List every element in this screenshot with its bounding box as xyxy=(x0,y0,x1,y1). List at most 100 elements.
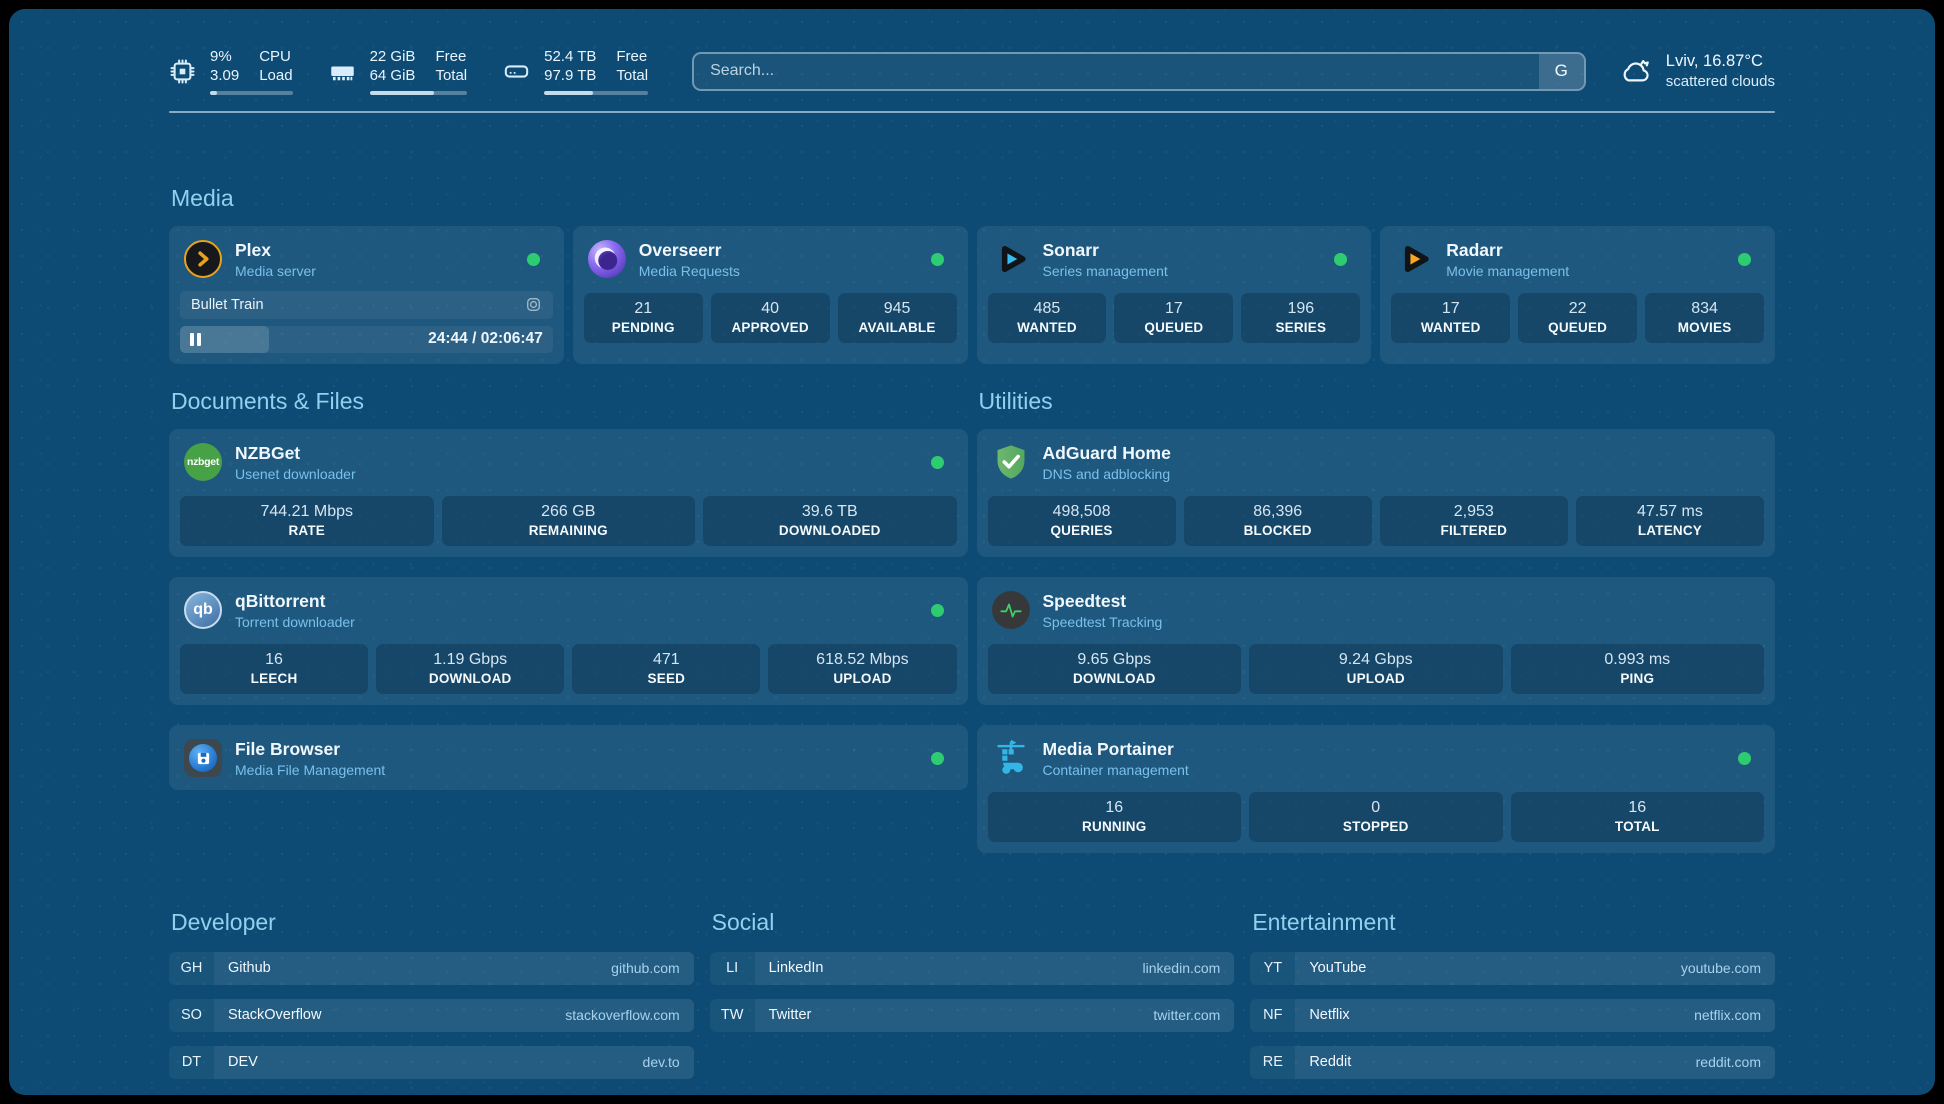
bookmark-linkedin[interactable]: LI LinkedIn linkedin.com xyxy=(709,951,1235,985)
resource-widget-disk: 52.4 TB 97.9 TB Free Total xyxy=(503,47,649,95)
bookmark-dev[interactable]: DT DEV dev.to xyxy=(169,1045,694,1079)
stat-tile: 16 TOTAL xyxy=(1510,791,1764,842)
status-dot xyxy=(930,455,944,469)
bookmark-abbr: SO xyxy=(169,998,214,1032)
stat-tile: 16 RUNNING xyxy=(987,791,1241,842)
stat-label: UPLOAD xyxy=(1346,670,1405,686)
bookmark-github[interactable]: GH Github github.com xyxy=(169,951,694,985)
stat-label: APPROVED xyxy=(731,319,809,335)
bookmark-url: youtube.com xyxy=(1680,960,1761,977)
playback-progress-bar: 24:44 / 02:06:47 xyxy=(180,325,553,353)
app-card-filebrowser[interactable]: File Browser Media File Management xyxy=(169,724,968,790)
stat-tile: 47.57 ms LATENCY xyxy=(1575,495,1764,546)
status-dot xyxy=(1738,252,1751,266)
app-card-adguard[interactable]: AdGuard Home DNS and adblocking 498,508 … xyxy=(976,428,1775,557)
filebrowser-icon xyxy=(184,739,222,778)
card-header: Radarr Movie management xyxy=(1391,237,1764,280)
app-card-portainer[interactable]: Media Portainer Container management 16 … xyxy=(976,724,1775,853)
bookmark-twitter[interactable]: TW Twitter twitter.com xyxy=(709,998,1235,1032)
section-title-entertainment: Entertainment xyxy=(1252,908,1396,935)
stat-tile: 2,953 FILTERED xyxy=(1379,495,1568,546)
stat-value: 9.24 Gbps xyxy=(1338,650,1413,668)
bookmark-reddit[interactable]: RE Reddit reddit.com xyxy=(1250,1045,1775,1079)
stat-value: 16 xyxy=(1628,798,1647,816)
radarr-icon xyxy=(1395,240,1433,278)
stat-tile: 945 AVAILABLE xyxy=(837,292,957,343)
stat-value: 2,953 xyxy=(1453,502,1494,520)
nzbget-icon: nzbget xyxy=(184,443,222,482)
cpu-load-label: Load xyxy=(259,67,293,84)
bookmark-youtube[interactable]: YT YouTube youtube.com xyxy=(1250,951,1775,985)
bookmark-abbr: GH xyxy=(169,951,214,985)
cloud-icon xyxy=(1618,53,1653,88)
stat-tile: 1.19 Gbps DOWNLOAD xyxy=(376,643,565,694)
bookmark-group-social: Social LI LinkedIn linkedin.com TW Twitt… xyxy=(709,909,1235,1093)
top-bar: 9% 3.09 CPU Load xyxy=(169,47,1775,95)
stat-label: QUEUED xyxy=(1144,319,1204,335)
search-provider-button[interactable]: G xyxy=(1538,53,1584,89)
app-card-plex[interactable]: Plex Media server Bullet Train xyxy=(169,226,564,364)
now-playing-options-icon[interactable] xyxy=(525,296,542,313)
bookmark-abbr: YT xyxy=(1250,951,1296,985)
stat-value: 945 xyxy=(883,299,911,317)
app-subtitle: Series management xyxy=(1042,262,1168,279)
stat-label: RUNNING xyxy=(1082,818,1147,834)
stat-value: 16 xyxy=(1105,798,1124,816)
status-dot xyxy=(1334,252,1348,266)
card-header: Media Portainer Container management xyxy=(988,736,1765,779)
bookmark-group-entertainment: Entertainment YT YouTube youtube.com NF … xyxy=(1250,909,1775,1093)
cpu-load-value: 3.09 xyxy=(210,67,240,84)
app-title: AdGuard Home xyxy=(1042,442,1171,463)
disk-total-label: Total xyxy=(616,67,649,84)
status-dot xyxy=(1738,751,1751,765)
app-subtitle: Usenet downloader xyxy=(235,465,356,482)
weather-location-temp: Lviv, 16.87°C xyxy=(1665,51,1763,70)
app-card-speedtest[interactable]: Speedtest Speedtest Tracking 9.65 Gbps D… xyxy=(976,576,1775,705)
nzbget-icon-text: nzbget xyxy=(186,456,220,469)
search-input[interactable] xyxy=(694,53,1539,89)
app-title: qBittorrent xyxy=(235,590,326,611)
stat-tile: 834 MOVIES xyxy=(1645,292,1765,343)
app-subtitle: Media Requests xyxy=(638,262,740,279)
stat-tile: 86,396 BLOCKED xyxy=(1183,495,1372,546)
memory-total-value: 64 GiB xyxy=(369,67,416,84)
stat-tile: 39.6 TB DOWNLOADED xyxy=(703,495,957,546)
app-subtitle: Container management xyxy=(1042,761,1189,778)
stat-label: REMAINING xyxy=(528,522,608,538)
stat-tile: 0.993 ms PING xyxy=(1510,643,1764,694)
section-title-utilities: Utilities xyxy=(978,387,1053,414)
now-playing-row: Bullet Train xyxy=(180,290,553,319)
stat-tile: 9.65 Gbps DOWNLOAD xyxy=(987,643,1241,694)
app-card-overseerr[interactable]: Overseerr Media Requests 21 PENDING 40 A… xyxy=(572,226,968,364)
status-dot xyxy=(930,751,944,765)
stat-tile: 471 SEED xyxy=(572,643,761,694)
stat-label: BLOCKED xyxy=(1243,522,1312,538)
app-card-sonarr[interactable]: Sonarr Series management 485 WANTED 17 Q… xyxy=(976,226,1372,364)
app-card-radarr[interactable]: Radarr Movie management 17 WANTED 22 QUE… xyxy=(1380,226,1775,364)
bookmark-name: Twitter xyxy=(768,1007,812,1024)
stat-value: 22 xyxy=(1568,299,1587,317)
stat-tile: 0 STOPPED xyxy=(1249,791,1503,842)
portainer-icon xyxy=(992,739,1030,777)
app-title: File Browser xyxy=(235,738,341,759)
stat-tile: 9.24 Gbps UPLOAD xyxy=(1249,643,1503,694)
stat-value: 834 xyxy=(1691,299,1718,317)
app-card-qbittorrent[interactable]: qb qBittorrent Torrent downloader 16 LEE… xyxy=(169,576,968,705)
stat-value: 266 GB xyxy=(541,502,596,520)
stat-label: UPLOAD xyxy=(833,670,892,686)
qbittorrent-icon-text: qb xyxy=(193,601,213,619)
stat-label: SEED xyxy=(647,670,686,686)
bookmark-stackoverflow[interactable]: SO StackOverflow stackoverflow.com xyxy=(169,998,694,1032)
app-title: Sonarr xyxy=(1042,240,1099,260)
stat-value: 21 xyxy=(634,299,653,317)
bookmark-netflix[interactable]: NF Netflix netflix.com xyxy=(1250,998,1775,1032)
stat-value: 47.57 ms xyxy=(1637,502,1703,520)
stat-value: 0 xyxy=(1371,798,1381,816)
bookmark-name: Netflix xyxy=(1309,1007,1350,1024)
weather-widget[interactable]: Lviv, 16.87°C scattered clouds xyxy=(1618,51,1775,91)
app-subtitle: Torrent downloader xyxy=(235,613,355,630)
stat-label: SERIES xyxy=(1275,319,1327,335)
card-header: Sonarr Series management xyxy=(988,237,1361,280)
app-card-nzbget[interactable]: nzbget NZBGet Usenet downloader 744.21 M… xyxy=(169,428,968,557)
stat-tile: 40 APPROVED xyxy=(710,292,830,343)
